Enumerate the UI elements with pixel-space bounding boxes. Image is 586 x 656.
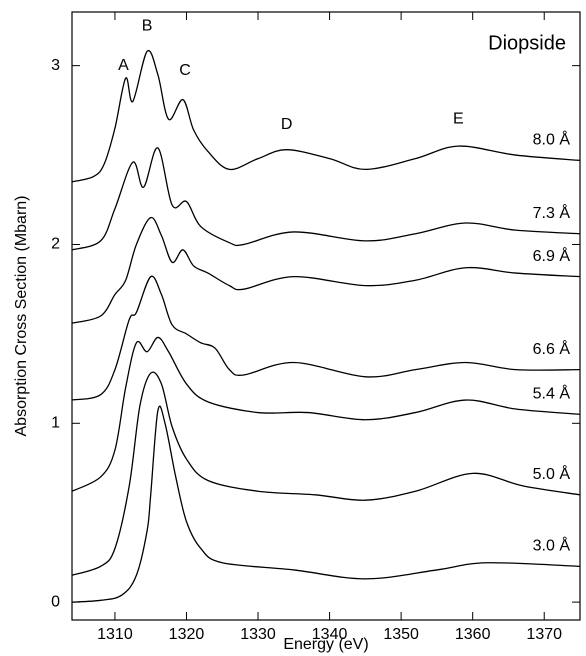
- peak-label: D: [281, 116, 293, 133]
- series-label: 6.6 Å: [533, 339, 571, 358]
- x-tick-label: 1350: [383, 626, 419, 643]
- x-tick-label: 1340: [312, 626, 348, 643]
- spectrum-line: [71, 371, 581, 576]
- peak-label: C: [179, 62, 191, 79]
- peak-label: E: [453, 111, 464, 128]
- peak-label: A: [118, 57, 129, 74]
- plot-frame: [71, 11, 581, 621]
- x-tick-label: 1310: [97, 626, 133, 643]
- spectrum-line: [71, 336, 581, 492]
- peak-label: B: [142, 18, 153, 35]
- y-tick-label: 0: [51, 593, 60, 610]
- series-label: 8.0 Å: [533, 130, 571, 149]
- y-tick-label: 1: [51, 415, 60, 432]
- series-label: 5.0 Å: [533, 464, 571, 483]
- y-tick-label: 3: [51, 57, 60, 74]
- series-label: 5.4 Å: [533, 384, 571, 403]
- series-label: 6.9 Å: [533, 246, 571, 265]
- spectrum-line: [71, 275, 581, 401]
- x-tick-label: 1360: [455, 626, 491, 643]
- series-label: 7.3 Å: [533, 203, 571, 222]
- spectrum-line: [71, 49, 581, 183]
- spectrum-line: [71, 216, 581, 324]
- y-axis-label: Absorption Cross Section (Mbarn): [13, 196, 30, 437]
- y-tick-label: 2: [51, 236, 60, 253]
- spectrum-line: [71, 405, 581, 603]
- x-axis-label: Energy (eV): [283, 636, 368, 653]
- chart-title: Diopside: [488, 32, 566, 54]
- x-tick-label: 1320: [169, 626, 205, 643]
- x-tick-label: 1330: [240, 626, 276, 643]
- series-label: 3.0 Å: [533, 536, 571, 555]
- x-tick-label: 1370: [526, 626, 562, 643]
- spectrum-line: [71, 147, 581, 251]
